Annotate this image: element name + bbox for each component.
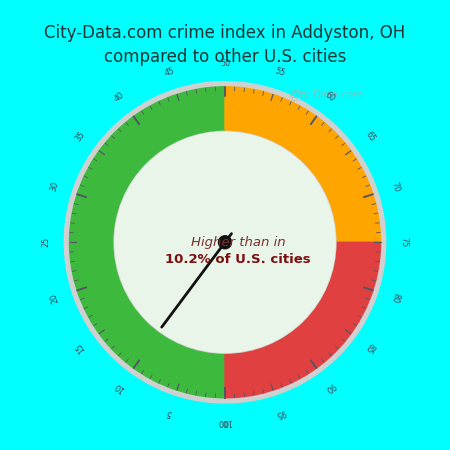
Text: 80: 80 bbox=[390, 292, 401, 304]
Text: City-Data.com: City-Data.com bbox=[289, 90, 364, 100]
Text: 50: 50 bbox=[220, 58, 230, 68]
Text: 5: 5 bbox=[166, 408, 173, 418]
Text: 35: 35 bbox=[73, 130, 86, 144]
Text: 📊: 📊 bbox=[291, 90, 297, 100]
Text: 40: 40 bbox=[113, 91, 126, 104]
Wedge shape bbox=[225, 87, 381, 242]
Text: 60: 60 bbox=[324, 91, 337, 104]
Circle shape bbox=[219, 236, 231, 249]
Text: 65: 65 bbox=[364, 130, 377, 144]
Text: 0: 0 bbox=[222, 417, 228, 426]
Wedge shape bbox=[64, 81, 386, 403]
Text: 20: 20 bbox=[49, 292, 60, 304]
Text: 15: 15 bbox=[73, 341, 86, 355]
Wedge shape bbox=[69, 87, 225, 398]
Text: Higher than in: Higher than in bbox=[191, 236, 285, 249]
Text: 25: 25 bbox=[41, 237, 50, 248]
Text: City-Data.com crime index in Addyston, OH
compared to other U.S. cities: City-Data.com crime index in Addyston, O… bbox=[45, 24, 405, 66]
Circle shape bbox=[115, 132, 335, 352]
Text: 10.2% of U.S. cities: 10.2% of U.S. cities bbox=[165, 253, 311, 266]
Text: 55: 55 bbox=[274, 66, 287, 78]
Text: 95: 95 bbox=[274, 407, 287, 418]
Text: 30: 30 bbox=[49, 181, 60, 193]
Text: 45: 45 bbox=[163, 66, 176, 78]
Text: 100: 100 bbox=[217, 417, 233, 426]
Text: 90: 90 bbox=[324, 381, 337, 394]
Text: 10: 10 bbox=[113, 381, 126, 394]
Text: 70: 70 bbox=[390, 181, 401, 193]
Text: 75: 75 bbox=[400, 237, 409, 248]
Wedge shape bbox=[225, 242, 381, 398]
Text: 85: 85 bbox=[364, 341, 377, 355]
